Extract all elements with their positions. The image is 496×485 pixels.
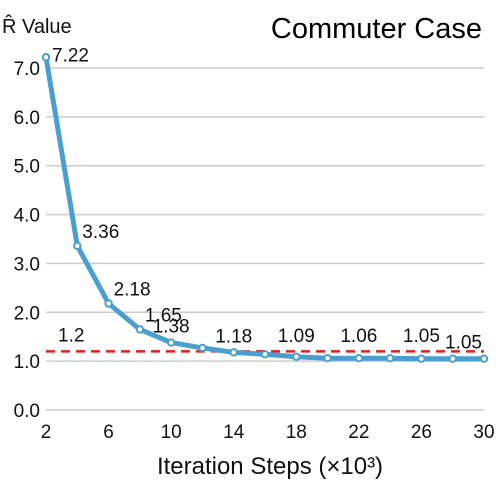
data-point	[448, 354, 457, 363]
data-label: 2.18	[114, 279, 151, 300]
data-label: 1.09	[278, 326, 315, 347]
data-label: 1.38	[153, 317, 190, 338]
data-point	[417, 354, 426, 363]
x-tick-label: 30	[473, 422, 494, 443]
y-tick-label: 2.0	[14, 303, 40, 324]
data-point	[385, 354, 395, 363]
data-label: 3.36	[82, 222, 119, 243]
x-tick-label: 6	[103, 422, 114, 443]
y-tick-label: 6.0	[14, 108, 40, 129]
data-point	[73, 241, 82, 251]
y-tick-label: 0.0	[14, 401, 40, 422]
chart-title: Commuter Case	[271, 13, 482, 45]
x-tick-label: 22	[348, 422, 369, 443]
data-point	[354, 354, 364, 363]
y-tick-label: 1.0	[14, 352, 40, 373]
data-point	[104, 299, 113, 308]
data-label: 1.05	[403, 326, 440, 347]
data-point	[41, 53, 51, 62]
data-label: 1.65	[145, 305, 182, 326]
x-tick-label: 26	[411, 422, 432, 443]
y-axis-title: R̂ Value	[2, 15, 72, 38]
y-tick-labels: 0.0 1.0 2.0 3.0 4.0 5.0 6.0 7.0	[14, 59, 40, 422]
data-point	[198, 343, 207, 353]
data-label: 1.18	[215, 326, 252, 347]
data-labels: 7.22 3.36 2.18 1.651.38 1.18 1.09 1.06 1.05 1.05	[52, 45, 482, 353]
x-tick-label: 14	[223, 422, 245, 443]
data-label: 7.22	[52, 45, 89, 66]
y-tick-label: 4.0	[14, 206, 40, 227]
series-group	[41, 53, 489, 363]
x-tick-label: 18	[286, 422, 307, 443]
reference-line-label: 1.2	[58, 325, 84, 346]
y-tick-label: 5.0	[14, 157, 40, 178]
data-point	[479, 354, 489, 363]
y-tick-label: 3.0	[14, 254, 40, 275]
x-tick-labels: 2 6 10 14 18 22 26 30	[41, 422, 495, 443]
data-label: 1.05	[445, 333, 482, 354]
data-point	[323, 354, 332, 363]
x-axis-title: Iteration Steps (×10³)	[157, 453, 383, 480]
x-tick-label: 2	[41, 422, 52, 443]
data-point	[166, 338, 176, 347]
data-label: 1.06	[340, 326, 377, 347]
y-tick-label: 7.0	[14, 59, 40, 80]
x-tick-label: 10	[161, 422, 182, 443]
data-point	[135, 325, 145, 334]
series-line	[43, 54, 487, 362]
data-point	[292, 352, 301, 361]
data-point	[229, 348, 238, 357]
data-point	[260, 350, 270, 359]
